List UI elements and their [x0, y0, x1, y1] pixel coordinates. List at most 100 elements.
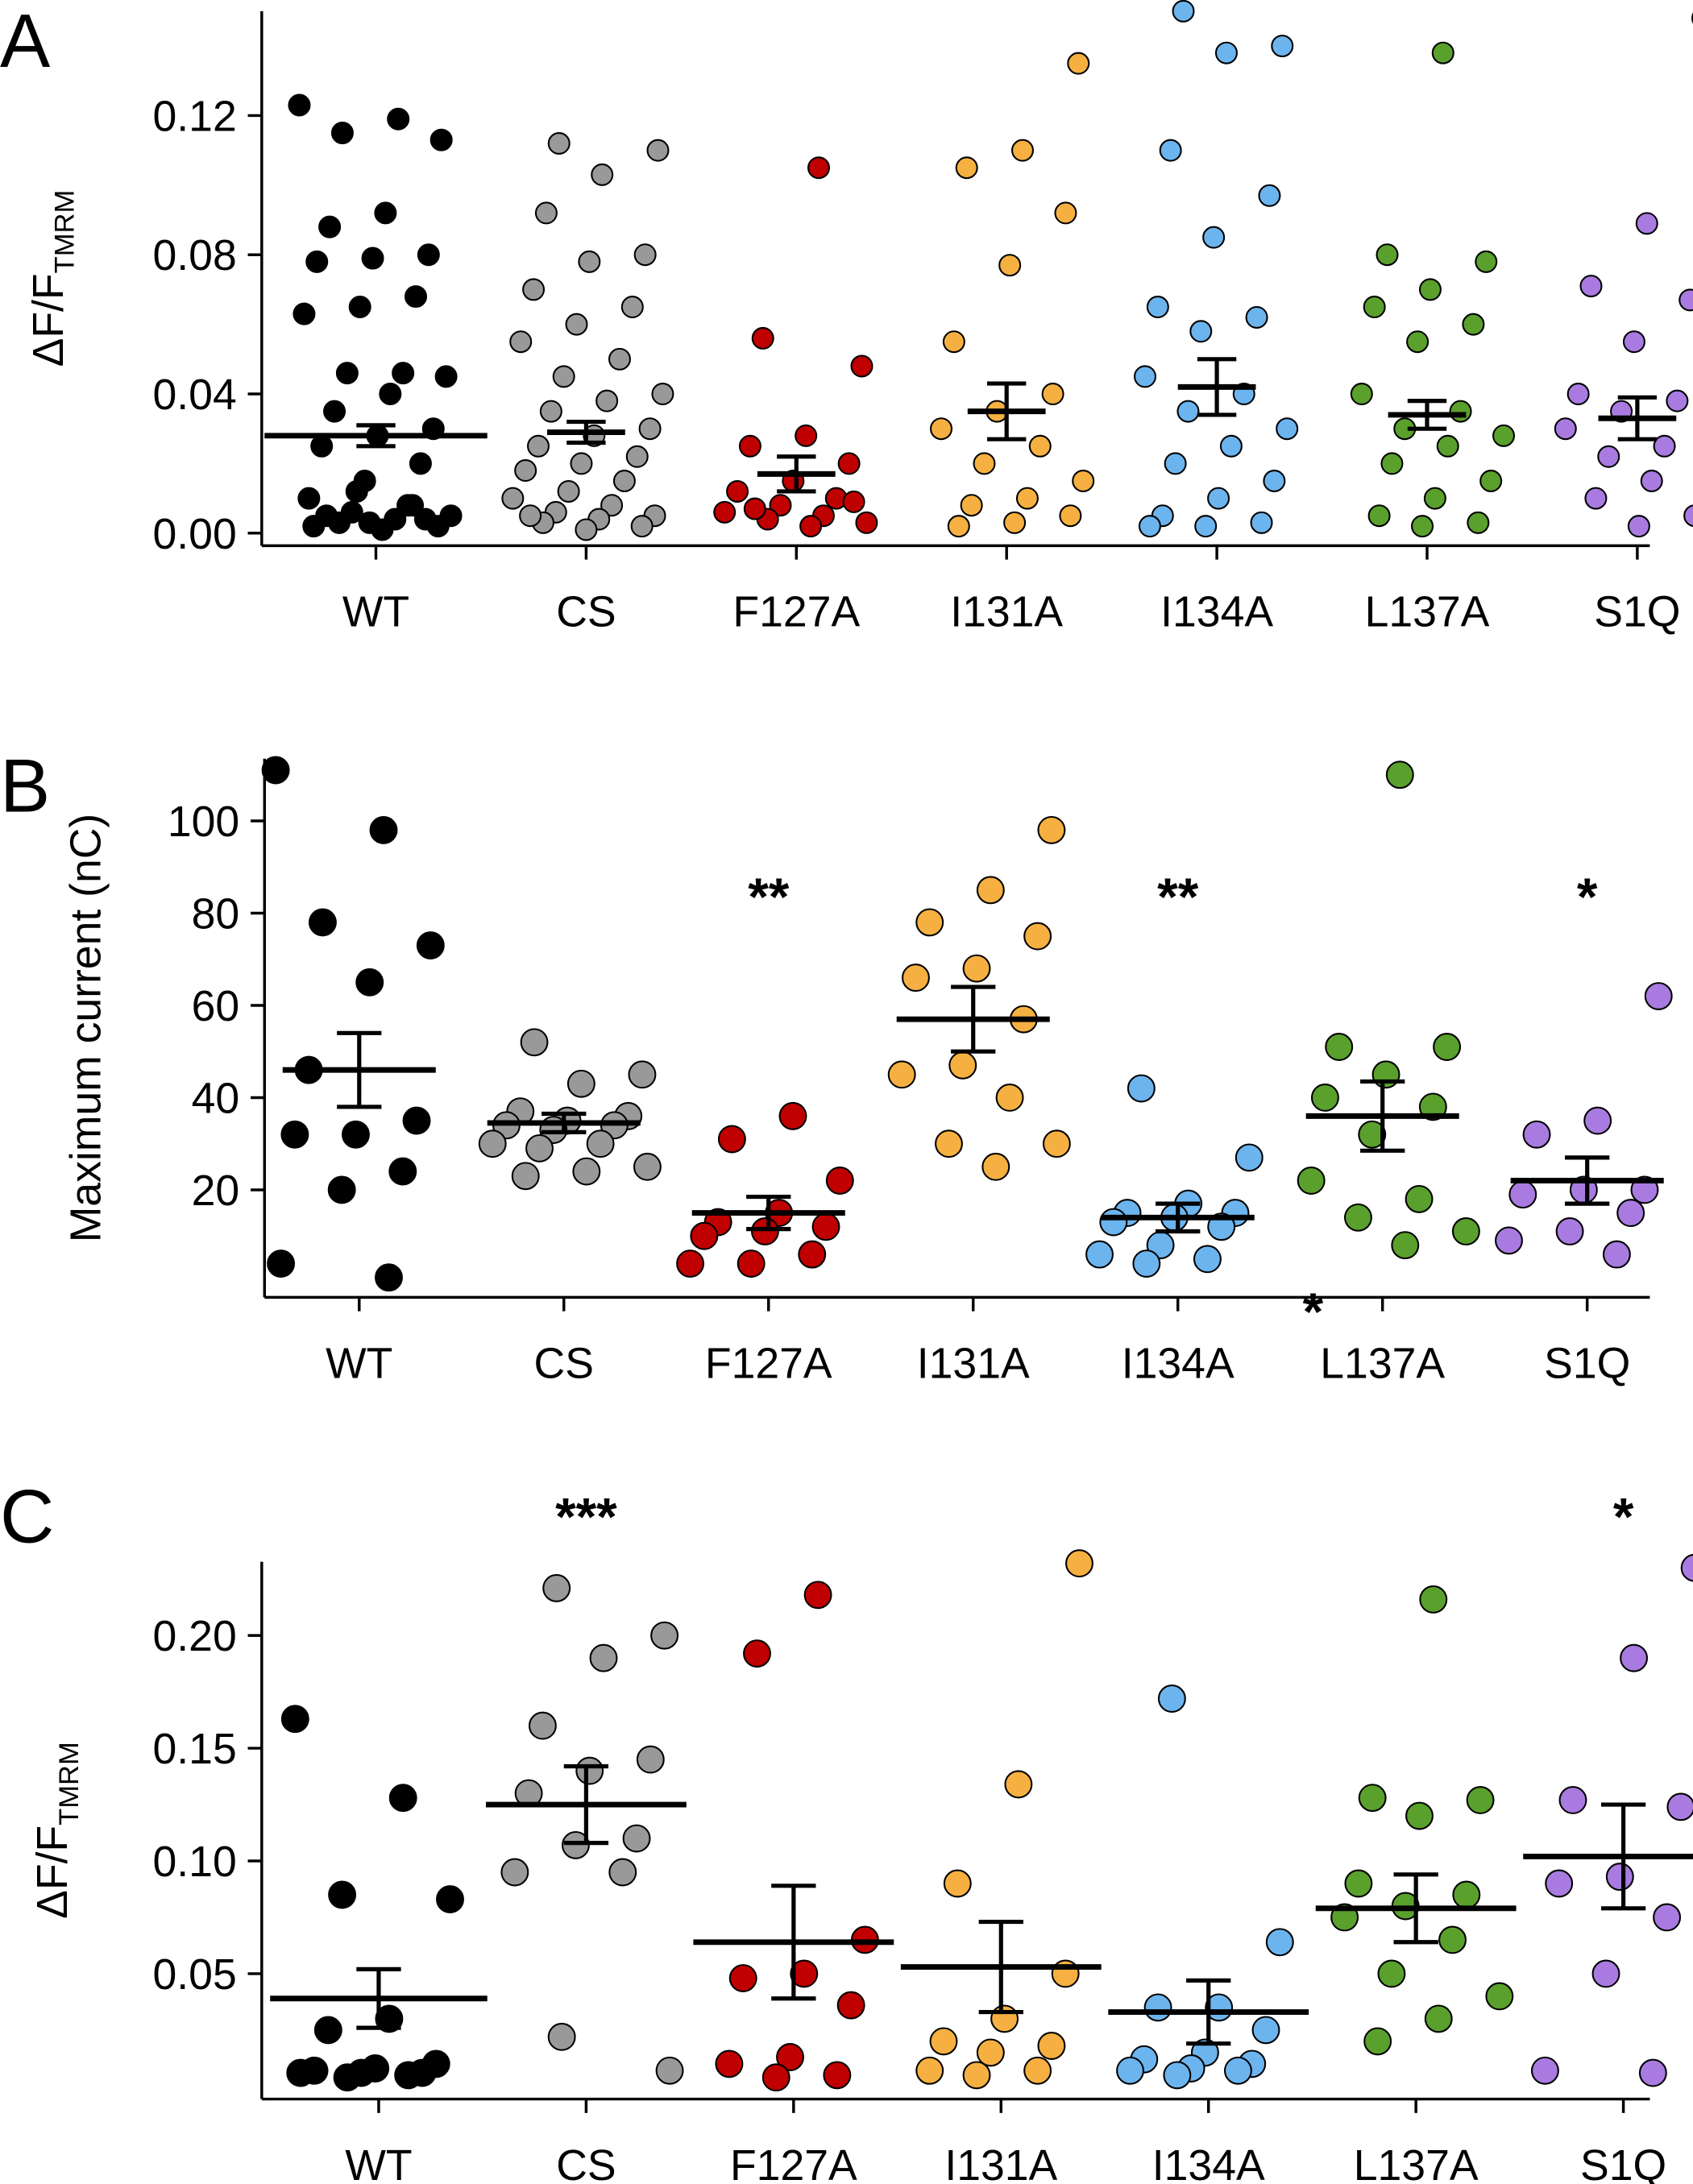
data-point [527, 434, 550, 458]
data-point [542, 1573, 571, 1602]
x-tick-label: CS [556, 2142, 616, 2184]
panel-letter: A [0, 0, 51, 83]
data-point [413, 508, 437, 531]
data-point [942, 330, 965, 354]
y-label-main: ΔF/F [25, 273, 73, 367]
data-point [620, 296, 644, 319]
data-point [751, 326, 774, 350]
data-point [807, 156, 831, 180]
y-tick-label: 0.05 [153, 1951, 237, 1999]
data-point [1004, 1770, 1033, 1799]
data-point [1391, 1231, 1420, 1260]
data-point [737, 1249, 766, 1278]
data-point [798, 1240, 827, 1269]
data-point [715, 2049, 744, 2078]
data-point [547, 2022, 576, 2051]
data-point [1462, 313, 1485, 336]
data-point [1214, 41, 1238, 64]
x-tick-label: I134A [1160, 589, 1273, 636]
data-point [361, 247, 384, 270]
data-point [1418, 278, 1442, 301]
data-point [288, 93, 311, 117]
data-point [1640, 470, 1663, 492]
y-label-main: ΔF/F [29, 1826, 77, 1919]
data-point [318, 215, 342, 238]
data-point [1579, 275, 1603, 298]
data-point [1028, 434, 1052, 458]
x-tick-label: L137A [1365, 589, 1490, 636]
data-point [1605, 1863, 1634, 1892]
x-tick-label: L137A [1320, 1341, 1445, 1388]
data-point [1566, 383, 1590, 406]
data-point [799, 515, 823, 538]
data-point [327, 1175, 356, 1204]
data-point [803, 1581, 832, 1610]
data-point [286, 2058, 315, 2087]
data-point [1376, 243, 1399, 267]
x-tick-label: S1Q [1544, 1341, 1630, 1388]
y-tick-label: 0.04 [153, 371, 237, 419]
data-point [1405, 1801, 1434, 1830]
data-point [825, 1167, 854, 1195]
data-point [769, 494, 792, 517]
data-point [1438, 1925, 1467, 1954]
y-label-sub: TMRM [54, 1742, 85, 1826]
data-point [1164, 452, 1187, 475]
data-point [1466, 1786, 1495, 1814]
data-point [915, 2056, 944, 2085]
data-point [358, 511, 381, 534]
data-point [823, 2061, 852, 2090]
data-point [1423, 487, 1446, 510]
data-point [776, 2043, 804, 2071]
data-point [608, 347, 631, 371]
data-point [1163, 2061, 1192, 2090]
data-point [1146, 296, 1169, 319]
data-point [633, 1152, 662, 1181]
data-point [1436, 434, 1459, 458]
data-point [369, 815, 398, 844]
data-point [887, 1060, 916, 1089]
data-point [330, 122, 354, 145]
data-point [1193, 1245, 1222, 1274]
data-point [981, 1152, 1010, 1181]
data-point [1344, 1203, 1372, 1232]
data-point [525, 1133, 554, 1162]
data-point [575, 1756, 604, 1785]
y-tick-label: 0.00 [153, 511, 237, 558]
data-point [1683, 504, 1693, 528]
data-point [930, 417, 953, 441]
y-tick-label: 0.08 [153, 232, 237, 280]
data-point [915, 908, 944, 937]
x-tick-label: WT [326, 1341, 392, 1388]
data-point [1555, 1217, 1584, 1245]
data-point [1583, 1106, 1612, 1135]
data-point [1616, 1199, 1645, 1228]
data-point [1380, 452, 1404, 475]
data-point [1367, 504, 1391, 528]
y-label-sub: TMRM [50, 190, 81, 274]
data-point [1041, 383, 1064, 406]
data-point [575, 518, 598, 541]
y-tick-label: 0.12 [153, 93, 237, 140]
data-point [1475, 250, 1498, 273]
x-tick-label: I134A [1122, 1341, 1234, 1388]
data-point [1554, 417, 1577, 441]
data-point [1419, 1585, 1448, 1614]
significance-mark: ** [1157, 868, 1199, 926]
data-point [401, 494, 425, 517]
data-point [261, 756, 290, 785]
data-point [519, 504, 542, 528]
data-point [655, 2056, 684, 2085]
data-point [511, 1162, 540, 1191]
data-point [388, 1784, 417, 1813]
data-point [1202, 226, 1226, 249]
data-point [374, 201, 397, 225]
data-point [728, 1964, 757, 1993]
data-point [750, 1217, 779, 1245]
data-point [935, 1129, 963, 1158]
data-point [960, 494, 983, 517]
data-point [1085, 1240, 1114, 1269]
data-point [509, 330, 533, 354]
data-point [995, 1084, 1024, 1112]
